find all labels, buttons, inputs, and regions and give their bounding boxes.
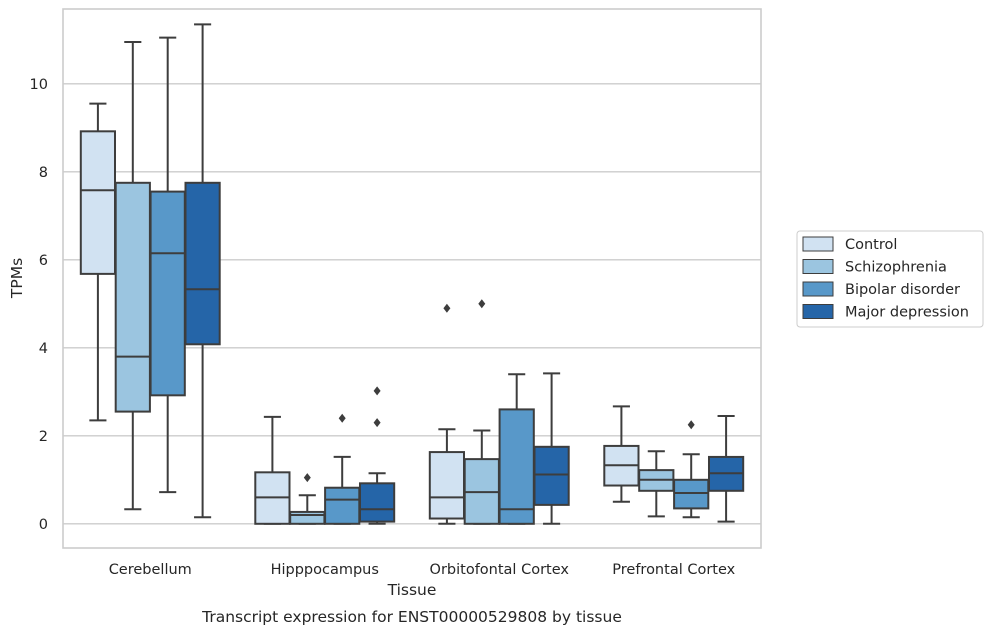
outlier-marker [373,418,381,428]
y-tick-label: 2 [39,429,48,445]
box-control [254,415,291,525]
legend-swatch [802,236,834,252]
legend: Control Schizophrenia Bipolar disorder Majo… [796,230,984,328]
x-tick-label: Cerebellum [109,562,192,578]
box-control [603,405,640,503]
box-body [428,451,466,520]
box-body [184,181,221,346]
outlier-marker [478,299,486,309]
y-tick-label: 4 [39,341,48,357]
x-tick-label: Prefrontal Cortex [612,562,735,578]
box-bipolar-disorder [324,413,361,525]
box-major-depression [184,23,221,519]
legend-label: Major depression [845,305,969,321]
box-major-depression [533,372,570,525]
x-axis-label: Tissue [387,581,437,599]
legend-swatch [802,259,834,274]
legend-swatch [802,304,834,319]
box-body [149,190,186,397]
box-control [79,102,117,422]
y-tick-label: 6 [39,253,48,269]
box-schizophrenia [638,450,675,518]
y-tick-label: 8 [39,165,48,181]
legend-swatch [802,281,834,297]
box-schizophrenia [114,41,151,511]
box-schizophrenia [463,299,500,525]
outlier-marker [303,473,311,483]
legend-label: Schizophrenia [845,260,947,276]
box-body [289,510,326,525]
y-axis-ticks: 0 2 4 6 8 10 [30,77,48,533]
chart-caption: Transcript expression for ENST0000052980… [201,608,622,626]
y-axis-label: TPMs [8,258,26,299]
x-axis-ticks: Cerebellum Hipppocampus Orbitofontal Corte… [109,562,736,578]
box-schizophrenia [289,473,326,525]
box-body [358,482,396,523]
box-bipolar-disorder [149,36,186,494]
box-major-depression [707,415,745,523]
legend-frame [796,230,984,328]
box-major-depression [358,386,396,525]
box-plots [79,23,745,525]
y-tick-label: 10 [30,77,48,93]
y-tick-label: 0 [39,517,48,533]
outlier-marker [443,303,451,313]
outlier-marker [338,413,346,423]
outlier-marker [687,420,695,430]
box-body [324,486,361,525]
x-tick-label: Hipppocampus [271,562,379,578]
plot-area-frame [62,8,762,549]
box-body [79,130,117,275]
box-body [114,181,151,413]
box-bipolar-disorder [498,373,535,525]
box-body [498,408,535,525]
outlier-marker [373,386,381,396]
box-bipolar-disorder [673,420,710,519]
box-control [428,303,466,525]
box-body [673,478,710,510]
box-body [533,445,570,506]
x-tick-label: Orbitofontal Cortex [430,562,570,578]
legend-label: Control [845,237,897,253]
legend-label: Bipolar disorder [845,282,960,298]
